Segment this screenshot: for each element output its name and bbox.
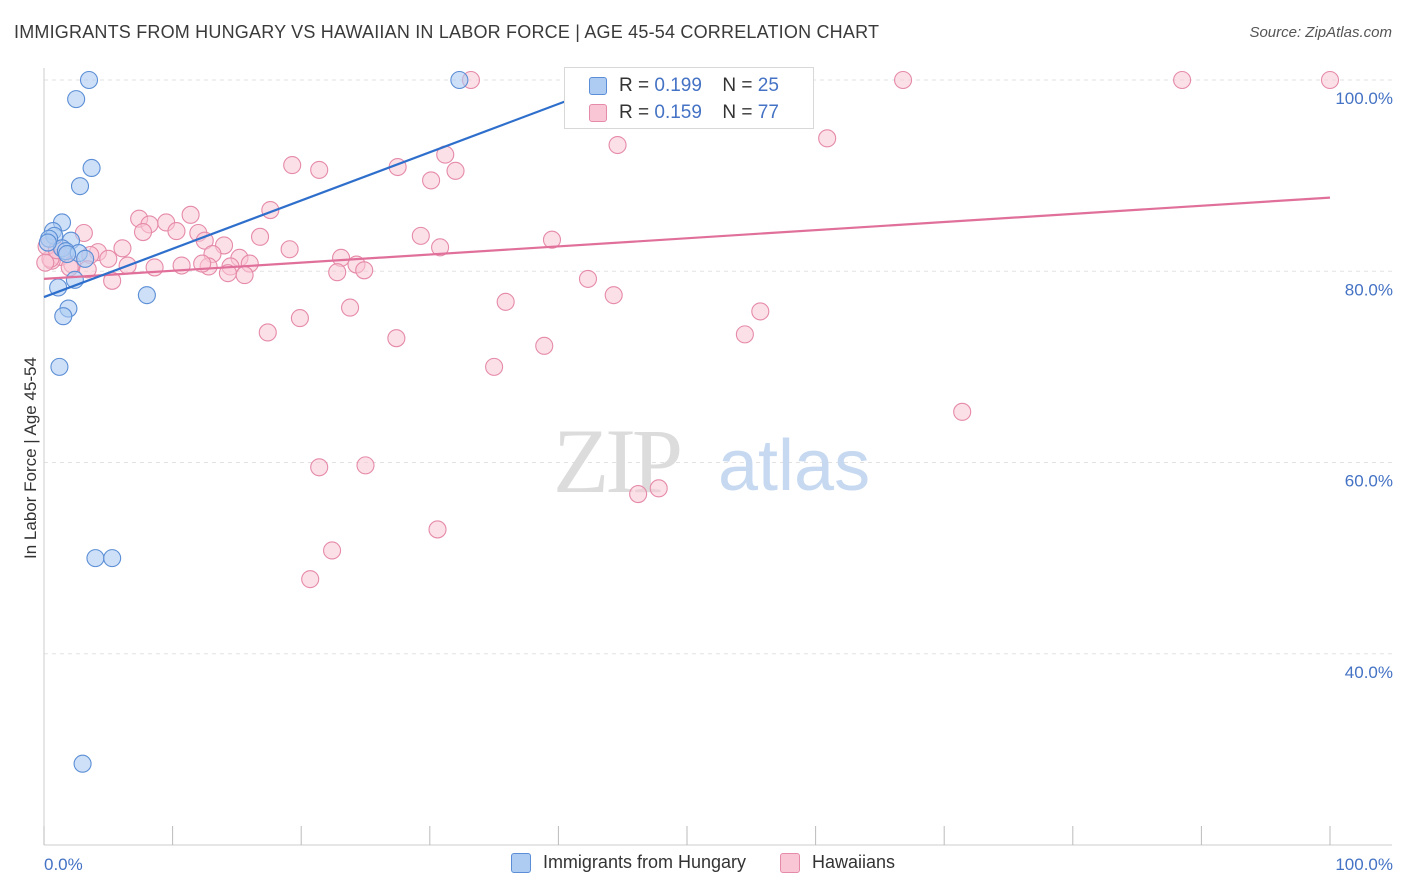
y-tick-label-40: 40.0% <box>1345 663 1393 682</box>
r-label: R = <box>619 75 650 96</box>
legend-item-hungary[interactable]: Immigrants from Hungary <box>510 852 746 873</box>
axes <box>43 68 1392 846</box>
point-immigrants-from-hungary <box>50 357 69 376</box>
point-hawaiians <box>1173 70 1192 90</box>
point-hawaiians <box>428 520 447 539</box>
legend-swatch-pink <box>589 104 607 122</box>
y-tick-labels: 40.0% 60.0% 80.0% 100.0% <box>1335 89 1393 682</box>
point-immigrants-from-hungary <box>73 754 92 773</box>
point-immigrants-from-hungary <box>67 90 86 109</box>
point-hawaiians <box>542 230 562 249</box>
legend-row-hawaiians: R = 0.159 N = 77 <box>589 100 779 126</box>
point-hawaiians <box>578 269 598 288</box>
point-hawaiians <box>649 479 668 498</box>
point-hawaiians <box>535 336 554 355</box>
trend-line-immigrants-from-hungary <box>43 98 572 299</box>
point-hawaiians <box>818 129 837 148</box>
y-tick-label-60: 60.0% <box>1345 472 1393 491</box>
chart-title: IMMIGRANTS FROM HUNGARY VS HAWAIIAN IN L… <box>14 22 880 42</box>
point-hawaiians <box>113 239 132 258</box>
legend-label-hawaiians: Hawaiians <box>812 852 896 872</box>
point-hawaiians <box>258 323 277 342</box>
series-hawaiians <box>36 70 1340 589</box>
point-hawaiians <box>167 222 186 241</box>
point-hawaiians <box>235 266 254 285</box>
point-hawaiians <box>1320 70 1340 90</box>
point-hawaiians <box>283 156 302 175</box>
legend-swatch-pink <box>780 852 800 873</box>
point-hawaiians <box>485 357 504 376</box>
legend-swatch-blue <box>589 77 607 95</box>
point-immigrants-from-hungary <box>137 286 156 305</box>
point-immigrants-from-hungary <box>38 233 57 252</box>
point-immigrants-from-hungary <box>76 249 95 268</box>
r-value-hungary: 0.199 <box>654 75 702 96</box>
point-hawaiians <box>301 570 320 589</box>
n-value-hungary: 25 <box>757 75 779 96</box>
point-immigrants-from-hungary <box>58 244 77 264</box>
point-hawaiians <box>751 302 770 321</box>
legend-label-hungary: Immigrants from Hungary <box>542 852 746 872</box>
trend-line-hawaiians <box>43 196 1331 280</box>
r-label: R = <box>619 102 650 123</box>
legend-row-hungary: R = 0.199 N = 25 <box>589 73 779 99</box>
legend-swatch-blue <box>510 852 531 873</box>
point-immigrants-from-hungary <box>86 549 105 568</box>
point-hawaiians <box>250 227 270 246</box>
point-hawaiians <box>735 325 754 344</box>
legend-item-hawaiians[interactable]: Hawaiians <box>780 852 895 873</box>
point-hawaiians <box>290 309 309 328</box>
y-axis-label: In Labor Force | Age 45-54 <box>21 357 40 559</box>
point-hawaiians <box>446 161 465 180</box>
point-immigrants-from-hungary <box>79 70 99 90</box>
n-label: N = <box>722 75 753 96</box>
source-label: Source: ZipAtlas.com <box>1249 24 1392 41</box>
point-hawaiians <box>387 329 406 348</box>
n-value-hawaiians: 77 <box>757 102 779 123</box>
y-tick-label-80: 80.0% <box>1345 280 1393 299</box>
point-hawaiians <box>323 541 342 560</box>
point-hawaiians <box>328 263 347 282</box>
x-tick-label-max: 100.0% <box>1335 855 1393 874</box>
series-immigrants-from-hungary <box>38 70 469 773</box>
point-hawaiians <box>431 238 450 257</box>
y-tick-label-100: 100.0% <box>1335 89 1393 108</box>
point-immigrants-from-hungary <box>70 177 90 196</box>
point-hawaiians <box>99 249 118 268</box>
point-hawaiians <box>280 240 299 259</box>
gridlines <box>44 79 1392 655</box>
point-immigrants-from-hungary <box>54 307 73 326</box>
watermark-atlas: atlas <box>718 426 870 506</box>
point-hawaiians <box>629 485 648 504</box>
point-hawaiians <box>356 456 375 475</box>
trend-lines <box>43 98 1331 299</box>
point-hawaiians <box>411 226 430 245</box>
point-immigrants-from-hungary <box>82 158 101 178</box>
point-hawaiians <box>310 458 329 477</box>
point-immigrants-from-hungary <box>103 549 122 568</box>
n-label: N = <box>722 102 753 123</box>
point-hawaiians <box>36 253 55 272</box>
point-hawaiians <box>355 261 374 280</box>
point-hawaiians <box>496 292 515 311</box>
point-hawaiians <box>181 205 200 224</box>
point-hawaiians <box>608 135 627 155</box>
point-hawaiians <box>893 70 913 90</box>
point-hawaiians <box>953 402 972 421</box>
watermark: ZIP atlas <box>553 410 870 512</box>
point-hawaiians <box>133 222 153 242</box>
stats-legend: R = 0.199 N = 25 R = 0.159 N = 77 <box>564 67 814 129</box>
r-value-hawaiians: 0.159 <box>654 102 702 123</box>
series-legend: Immigrants from Hungary Hawaiians <box>0 852 1406 873</box>
point-hawaiians <box>422 171 441 190</box>
point-hawaiians <box>604 286 623 305</box>
x-tick-label-min: 0.0% <box>44 855 83 874</box>
point-hawaiians <box>310 160 329 179</box>
point-immigrants-from-hungary <box>450 70 469 90</box>
point-hawaiians <box>341 298 360 317</box>
